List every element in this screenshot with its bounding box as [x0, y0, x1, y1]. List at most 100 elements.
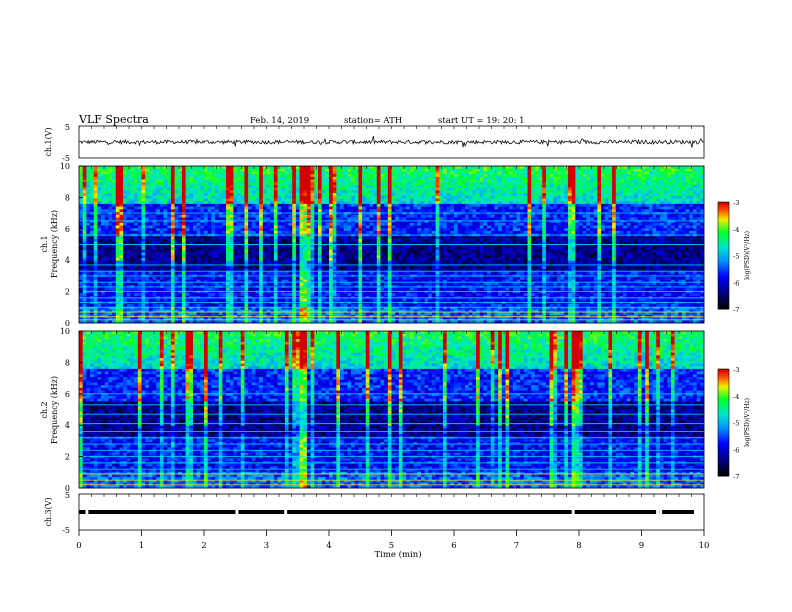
- spectrogram-cell: [678, 236, 683, 240]
- spectrogram-cell: [387, 190, 392, 194]
- spectrogram-cell: [395, 206, 400, 210]
- spectrogram-cell: [461, 168, 466, 172]
- spectrogram-cell: [152, 193, 157, 197]
- spectrogram-cell: [340, 182, 345, 186]
- spectrogram-cell: [134, 239, 139, 243]
- spectrogram-cell: [240, 166, 245, 170]
- spectrogram-cell: [439, 193, 444, 197]
- spectrogram-cell: [137, 209, 142, 213]
- spectrogram-cell: [281, 182, 286, 186]
- spectrogram-cell: [468, 236, 473, 240]
- spectrogram-cell: [490, 201, 495, 205]
- spectrogram-cell: [582, 184, 587, 188]
- spectrogram-cell: [284, 225, 289, 229]
- spectrogram-cell: [266, 168, 271, 172]
- spectrogram-cell: [358, 236, 363, 240]
- spectrogram-cell: [402, 168, 407, 172]
- spectrogram-cell: [696, 195, 701, 199]
- spectrogram-cell: [582, 182, 587, 186]
- spectrogram-cell: [556, 174, 561, 178]
- spectrogram-cell: [255, 166, 260, 170]
- spectrogram-cell: [501, 198, 506, 202]
- spectrogram-cell: [82, 225, 87, 229]
- spectrogram-cell: [365, 174, 370, 178]
- spectrogram-cell: [130, 201, 135, 205]
- spectrogram-cell: [498, 217, 503, 221]
- spectrogram-cell: [623, 176, 628, 180]
- spectrogram-cell: [145, 209, 150, 213]
- spectrogram-cell: [181, 166, 186, 170]
- spectrogram-cell: [692, 198, 697, 202]
- spectrogram-cell: [295, 236, 300, 240]
- spectrogram-cell: [674, 239, 679, 243]
- spectrogram-cell: [82, 241, 87, 245]
- spectrogram-cell: [608, 179, 613, 183]
- spectrogram-cell: [498, 193, 503, 197]
- spectrogram-cell: [505, 220, 510, 224]
- spectrogram-cell: [259, 187, 264, 191]
- spectrogram-cell: [82, 214, 87, 218]
- spectrogram-cell: [79, 206, 83, 210]
- spectrogram-cell: [336, 209, 341, 213]
- spectrogram-cell: [549, 236, 554, 240]
- spectrogram-cell: [615, 209, 620, 213]
- spectrogram-cell: [582, 222, 587, 226]
- spectrogram-cell: [163, 241, 168, 245]
- spectrogram-cell: [306, 230, 311, 234]
- spectrogram-cell: [134, 228, 139, 232]
- spectrogram-cell: [560, 228, 565, 232]
- spectrogram-cell: [531, 241, 536, 245]
- spectrogram-cell: [549, 230, 554, 234]
- spectrogram-cell: [424, 209, 429, 213]
- spectrogram-cell: [579, 225, 583, 229]
- spectrogram-cell: [623, 182, 628, 186]
- spectrogram-cell: [442, 198, 447, 202]
- spectrogram-cell: [123, 239, 128, 243]
- spectrogram-cell: [461, 174, 466, 178]
- spectrogram-cell: [189, 179, 194, 183]
- spectrogram-cell: [262, 168, 267, 172]
- spectrogram-cell: [468, 198, 473, 202]
- spectrogram-cell: [696, 201, 701, 205]
- spectrogram-cell: [406, 174, 411, 178]
- spectrogram-cell: [259, 193, 264, 197]
- spectrogram-cell: [82, 184, 87, 188]
- spectrogram-cell: [343, 174, 348, 178]
- spectrogram-cell: [270, 244, 275, 248]
- spectrogram-cell: [163, 206, 168, 210]
- spectrogram-cell: [494, 166, 499, 170]
- spectrogram-cell: [340, 228, 345, 232]
- spectrogram-cell: [442, 179, 447, 183]
- spectrogram-cell: [218, 222, 223, 226]
- spectrogram-cell: [251, 201, 256, 205]
- spectrogram-cell: [200, 168, 205, 172]
- spectrogram-cell: [148, 220, 153, 224]
- spectrogram-cell: [306, 166, 311, 170]
- spectrogram-cell: [542, 236, 547, 240]
- spectrogram-cell: [468, 203, 473, 207]
- spectrogram-cell: [490, 209, 495, 213]
- spectrogram-cell: [479, 209, 484, 213]
- spectrogram-cell: [590, 201, 595, 205]
- spectrogram-cell: [317, 179, 322, 183]
- spectrogram-cell: [409, 217, 414, 221]
- spectrogram-cell: [170, 228, 175, 232]
- spectrogram-cell: [395, 195, 400, 199]
- spectrogram-cell: [674, 182, 679, 186]
- spectrogram-cell: [387, 230, 392, 234]
- spectrogram-cell: [670, 228, 675, 232]
- spectrogram-cell: [354, 209, 359, 213]
- spectrogram-cell: [634, 176, 639, 180]
- spectrogram-cell: [623, 179, 628, 183]
- spectrogram-cell: [185, 195, 190, 199]
- spectrogram-cell: [79, 203, 83, 207]
- spectrogram-cell: [442, 228, 447, 232]
- spectrogram-cell: [498, 198, 503, 202]
- spectrogram-cell: [108, 209, 113, 213]
- spectrogram-cell: [409, 182, 414, 186]
- spectrogram-cell: [303, 201, 308, 205]
- spectrogram-cell: [601, 206, 606, 210]
- spectrogram-cell: [229, 236, 234, 240]
- spectrogram-cell: [314, 206, 319, 210]
- spectrogram-cell: [270, 168, 275, 172]
